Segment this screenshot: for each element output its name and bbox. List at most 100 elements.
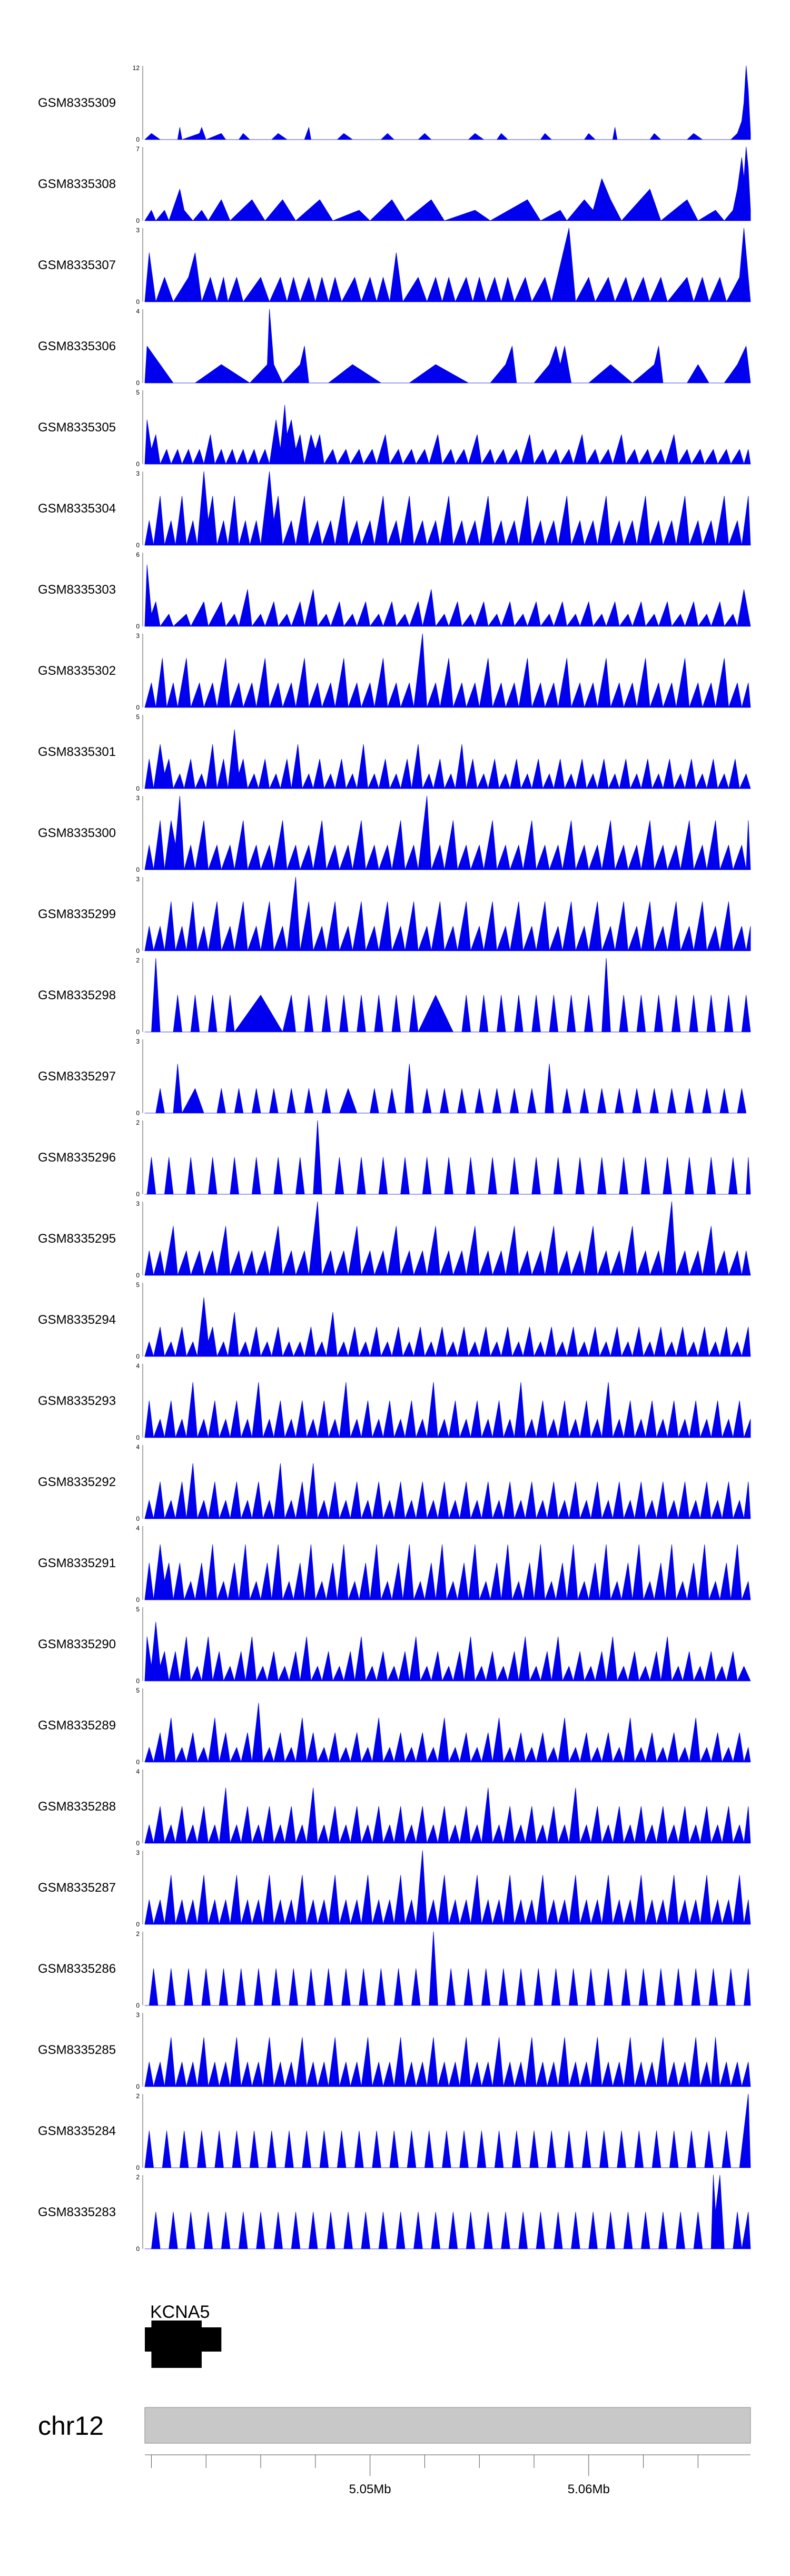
track-GSM8335302: GSM8335302 3 0 [38, 632, 751, 711]
y-min-tick-label: 0 [136, 785, 140, 792]
chromosome-label: chr12 [38, 2411, 104, 2441]
y-max-tick-label: 3 [136, 632, 140, 640]
coverage-area [144, 958, 751, 1033]
y-max-tick-label: 3 [136, 470, 140, 477]
track-GSM8335297: GSM8335297 3 0 [38, 1038, 747, 1117]
y-min-tick-label: 0 [136, 1272, 140, 1279]
track-label: GSM8335296 [38, 1151, 116, 1165]
gene-track: KCNA5 [145, 2302, 222, 2368]
track-label: GSM8335300 [38, 826, 116, 840]
track-GSM8335285: GSM8335285 3 0 [38, 2011, 751, 2090]
coverage-area [144, 795, 751, 870]
y-min-tick-label: 0 [136, 1191, 140, 1198]
track-GSM8335300: GSM8335300 3 0 [38, 794, 751, 873]
coverage-area [144, 1850, 751, 1925]
track-GSM8335306: GSM8335306 4 0 [38, 308, 751, 387]
y-max-tick-label: 6 [136, 551, 140, 558]
coverage-area [144, 877, 751, 951]
track-GSM8335299: GSM8335299 3 0 [38, 876, 751, 955]
y-min-tick-label: 0 [136, 1758, 140, 1766]
coverage-area [144, 471, 751, 546]
track-GSM8335308: GSM8335308 7 0 [38, 145, 751, 224]
track-GSM8335301: GSM8335301 5 0 [38, 713, 751, 792]
track-label: GSM8335295 [38, 1232, 116, 1246]
track-label: GSM8335285 [38, 2043, 116, 2057]
coverage-area [144, 228, 751, 302]
y-min-tick-label: 0 [136, 704, 140, 711]
track-GSM8335288: GSM8335288 4 0 [38, 1768, 751, 1847]
y-min-tick-label: 0 [136, 623, 140, 630]
y-max-tick-label: 3 [136, 2011, 140, 2019]
coverage-area [144, 633, 751, 708]
track-GSM8335295: GSM8335295 3 0 [38, 1200, 751, 1279]
y-min-tick-label: 0 [136, 379, 140, 387]
track-label: GSM8335302 [38, 664, 116, 678]
coverage-area [144, 309, 751, 384]
coverage-area [144, 146, 751, 221]
y-min-tick-label: 0 [136, 1596, 140, 1604]
track-label: GSM8335288 [38, 1800, 116, 1814]
y-max-tick-label: 4 [136, 1768, 140, 1775]
track-label: GSM8335299 [38, 907, 116, 921]
track-GSM8335291: GSM8335291 4 0 [38, 1525, 751, 1604]
track-label: GSM8335307 [38, 258, 116, 272]
y-min-tick-label: 0 [136, 1677, 140, 1685]
track-label: GSM8335283 [38, 2205, 116, 2219]
track-GSM8335292: GSM8335292 4 0 [38, 1443, 751, 1522]
y-min-tick-label: 0 [136, 1515, 140, 1522]
y-min-tick-label: 0 [136, 1028, 140, 1036]
coverage-area [144, 2037, 751, 2087]
y-max-tick-label: 3 [136, 1038, 140, 1045]
gene-label: KCNA5 [150, 2302, 210, 2322]
track-GSM8335296: GSM8335296 2 0 [38, 1119, 751, 1198]
track-label: GSM8335294 [38, 1313, 116, 1327]
y-min-tick-label: 0 [136, 136, 140, 143]
y-max-tick-label: 3 [136, 227, 140, 234]
track-GSM8335290: GSM8335290 5 0 [38, 1606, 751, 1685]
y-max-tick-label: 5 [136, 1606, 140, 1613]
track-label: GSM8335305 [38, 420, 116, 435]
coverage-area [144, 1120, 751, 1195]
y-min-tick-label: 0 [136, 866, 140, 873]
y-min-tick-label: 0 [136, 1840, 140, 1847]
coverage-tracks: GSM8335309120GSM833530870GSM833530730GSM… [38, 64, 751, 2253]
y-min-tick-label: 0 [136, 1921, 140, 1928]
track-label: GSM8335308 [38, 177, 116, 191]
y-min-tick-label: 0 [136, 1353, 140, 1360]
track-label: GSM8335304 [38, 502, 116, 516]
coverage-area [144, 2093, 751, 2168]
track-label: GSM8335290 [38, 1637, 116, 1651]
track-GSM8335286: GSM8335286 2 0 [38, 1930, 751, 2009]
y-max-tick-label: 4 [136, 1443, 140, 1451]
track-label: GSM8335291 [38, 1556, 116, 1570]
coverage-area [144, 1703, 751, 1763]
y-max-tick-label: 3 [136, 876, 140, 883]
y-max-tick-label: 5 [136, 713, 140, 721]
y-max-tick-label: 4 [136, 1362, 140, 1370]
coverage-area [144, 1382, 751, 1438]
coverage-area [144, 2175, 751, 2249]
track-GSM8335287: GSM8335287 3 0 [38, 1849, 751, 1928]
chromosome-bar [144, 2407, 751, 2444]
ideogram-ruler: chr12 5.05Mb 5.06Mb [38, 2407, 751, 2496]
track-GSM8335303: GSM8335303 6 0 [38, 551, 751, 630]
y-max-tick-label: 12 [133, 64, 140, 72]
track-label: GSM8335284 [38, 2124, 116, 2138]
coverage-area [144, 1201, 751, 1276]
track-label: GSM8335286 [38, 1962, 116, 1976]
coverage-area [144, 1787, 751, 1844]
track-label: GSM8335292 [38, 1475, 116, 1489]
y-min-tick-label: 0 [136, 1109, 140, 1117]
y-max-tick-label: 5 [136, 389, 140, 396]
coverage-area [144, 564, 751, 627]
coverage-area [144, 1544, 751, 1600]
y-max-tick-label: 2 [136, 957, 140, 964]
y-max-tick-label: 4 [136, 1525, 140, 1532]
y-min-tick-label: 0 [136, 2002, 140, 2009]
track-GSM8335284: GSM8335284 2 0 [38, 2092, 751, 2171]
y-min-tick-label: 0 [136, 2083, 140, 2090]
track-label: GSM8335297 [38, 1069, 116, 1084]
y-min-tick-label: 0 [136, 217, 140, 224]
coverage-area [144, 729, 751, 789]
